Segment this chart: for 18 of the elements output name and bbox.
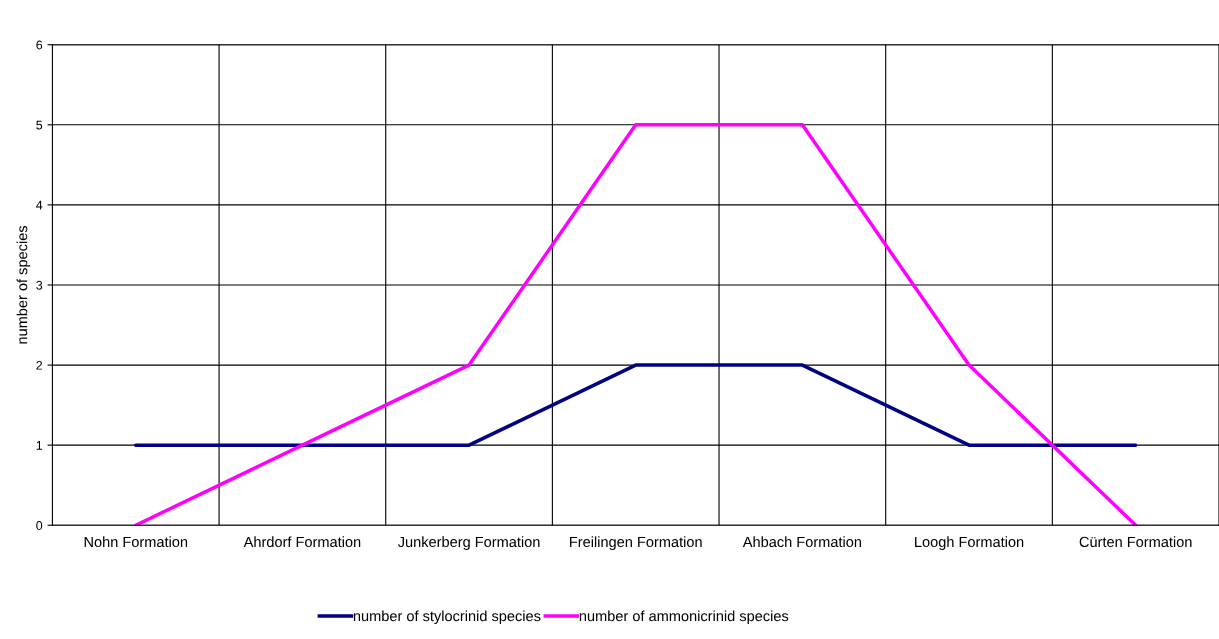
line-series (134, 123, 1138, 526)
y-tick-label: 0 (36, 521, 43, 530)
y-tick-label: 4 (36, 200, 43, 210)
y-tick-label: 1 (36, 441, 43, 450)
x-tick-label: Ahbach Formation (742, 536, 861, 548)
y-tick-label: 2 (36, 360, 43, 370)
y-tick-label: 6 (36, 40, 43, 50)
x-tick-label: Ahrdorf Formation (243, 536, 361, 548)
x-tick-label: Loogh Formation (915, 536, 1024, 550)
x-tick-label: Junkerberg Formation (397, 536, 540, 550)
x-tick-label: Freilingen Formation (570, 536, 702, 550)
y-axis-title: number of species (16, 225, 31, 344)
legend-label: number of ammonicrinid species (579, 610, 789, 625)
legend-label: number of stylocrinid species (353, 610, 541, 625)
x-tick-label: Cürten Formation (1079, 536, 1192, 548)
y-tick-label: 3 (36, 280, 43, 290)
y-tick-label: 5 (36, 120, 43, 130)
x-tick-label: Nohn Formation (84, 536, 188, 548)
